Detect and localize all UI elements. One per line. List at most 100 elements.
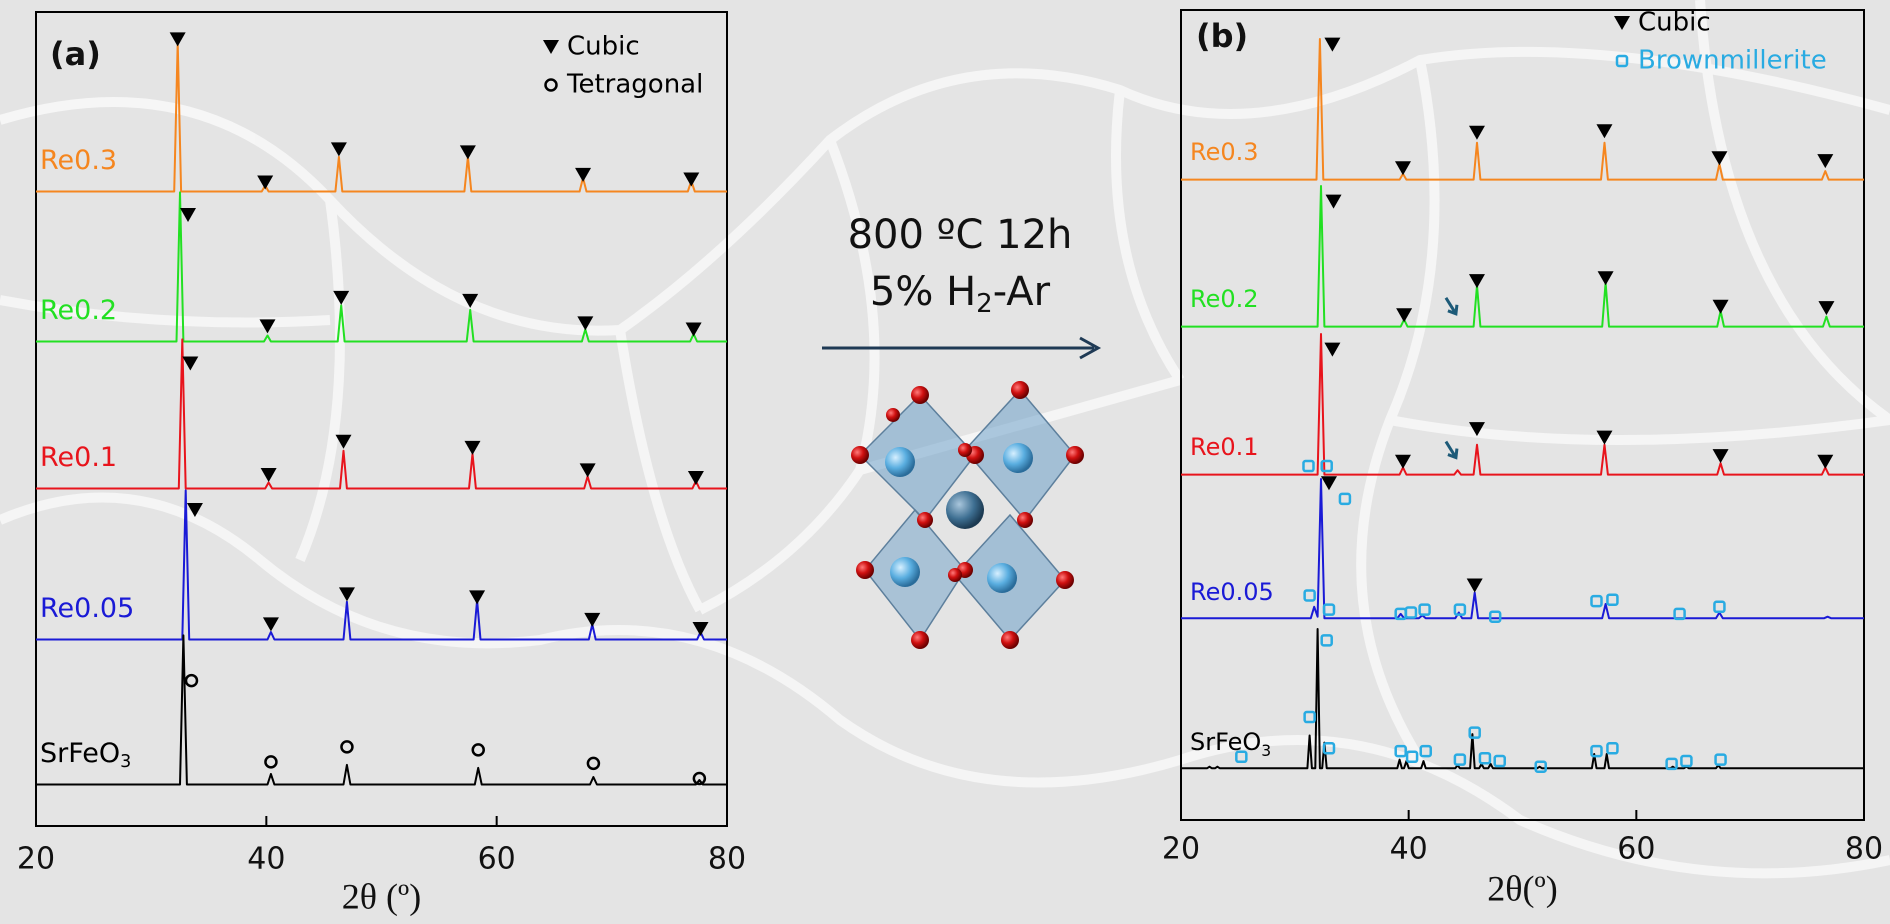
series-label: Re0.05 (40, 593, 134, 624)
series-label: Re0.05 (1190, 578, 1274, 606)
phase-marker (186, 675, 197, 686)
phase-marker (694, 773, 705, 784)
series-subscript: 3 (120, 752, 131, 772)
xrd-pattern (1181, 629, 1864, 768)
series-label: Re0.3 (1190, 138, 1259, 166)
x-axis-label: 2θ(º) (1487, 868, 1557, 908)
xrd-pattern (36, 42, 727, 191)
phase-marker (1607, 743, 1617, 753)
phase-marker (331, 142, 347, 156)
phase-marker (464, 441, 480, 455)
phase-marker (335, 435, 351, 449)
series-name: Re0.3 (1190, 138, 1259, 166)
xrd-pattern (36, 490, 727, 639)
phase-marker (575, 168, 591, 182)
phase-marker (1326, 195, 1342, 209)
series-label: Re0.3 (40, 145, 117, 176)
phase-marker (1495, 756, 1505, 766)
annotation: 800 ºC 12h 5% H2-Ar (822, 212, 1098, 358)
series-subscript: 3 (1261, 742, 1271, 760)
phase-marker (1591, 596, 1601, 606)
phase-marker (1714, 602, 1724, 612)
phase-marker (1607, 595, 1617, 605)
series-label: SrFeO3 (1190, 728, 1271, 760)
series-label: Re0.1 (40, 442, 117, 473)
x-tick-label: 20 (17, 842, 55, 877)
phase-marker (1490, 612, 1500, 622)
phase-marker (1467, 579, 1483, 593)
series-label: Re0.2 (40, 295, 117, 326)
phase-marker (1469, 274, 1485, 288)
x-tick-label: 20 (1162, 832, 1200, 867)
plot-frame (36, 12, 727, 826)
phase-marker (1470, 728, 1480, 738)
atmosphere-text: 5% H (870, 269, 976, 315)
phase-marker (1469, 126, 1485, 140)
phase-marker (1455, 755, 1465, 765)
peak-arrow (1446, 442, 1457, 458)
panel-label: (a) (50, 35, 101, 73)
phase-marker (1591, 746, 1601, 756)
phase-marker (1817, 455, 1833, 469)
phase-marker (1420, 605, 1430, 615)
series-name: SrFeO (40, 738, 120, 769)
phase-marker (1817, 154, 1833, 168)
legend-label: Cubic (567, 32, 640, 62)
series-name: Re0.1 (40, 442, 117, 473)
legend-label: Brownmillerite (1638, 46, 1827, 76)
phase-marker (263, 617, 279, 631)
series-name: Re0.05 (1190, 578, 1274, 606)
phase-marker (1713, 300, 1729, 314)
phase-marker (1480, 753, 1490, 763)
phase-marker (1324, 38, 1340, 52)
series-name: SrFeO (1190, 728, 1261, 756)
series-name: Re0.3 (40, 145, 117, 176)
phase-marker (473, 744, 484, 755)
phase-marker (1395, 161, 1411, 175)
series-name: Re0.1 (1190, 433, 1259, 461)
x-axis-label: 2θ (º) (342, 876, 421, 916)
series-label: Re0.2 (1190, 285, 1259, 313)
phase-marker (588, 758, 599, 769)
condition-temperature: 800 ºC 12h (848, 212, 1073, 258)
phase-marker (170, 32, 186, 46)
phase-marker (180, 208, 196, 222)
phase-marker (584, 613, 600, 627)
phase-marker (341, 741, 352, 752)
xrd-pattern (36, 635, 727, 784)
phase-marker (182, 356, 198, 370)
phase-marker (1324, 605, 1334, 615)
phase-marker (1598, 271, 1614, 285)
x-tick-label: 40 (247, 842, 285, 877)
x-tick-label: 80 (708, 842, 746, 877)
phase-marker (580, 463, 596, 477)
phase-marker (1324, 343, 1340, 357)
plot-frame (1181, 10, 1864, 820)
phase-marker (683, 172, 699, 186)
legend-symbol (1614, 16, 1630, 30)
phase-marker (257, 175, 273, 189)
phase-marker (686, 322, 702, 336)
phase-marker (339, 587, 355, 601)
phase-marker (1322, 635, 1332, 645)
phase-marker (469, 590, 485, 604)
x-tick-label: 40 (1390, 832, 1428, 867)
series-name: Re0.05 (40, 593, 134, 624)
phase-marker (460, 145, 476, 159)
phase-marker (1716, 755, 1726, 765)
phase-marker (1396, 308, 1412, 322)
phase-marker (1406, 607, 1416, 617)
phase-marker (1340, 494, 1350, 504)
x-tick-label: 60 (1617, 832, 1655, 867)
phase-marker (688, 471, 704, 485)
phase-marker (1303, 461, 1313, 471)
legend-label: Tetragonal (566, 70, 703, 100)
peak-arrow (1446, 298, 1457, 314)
phase-marker (1395, 455, 1411, 469)
phase-marker (261, 468, 277, 482)
atmosphere-subscript: 2 (976, 289, 993, 319)
series-name: Re0.2 (1190, 285, 1259, 313)
phase-marker (1818, 301, 1834, 315)
series-name: Re0.2 (40, 295, 117, 326)
x-tick-label: 80 (1845, 832, 1883, 867)
